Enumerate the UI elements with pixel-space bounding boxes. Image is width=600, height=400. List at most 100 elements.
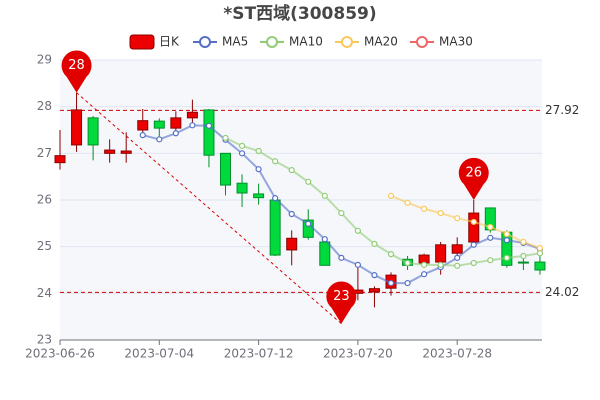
ma-point (536, 250, 544, 257)
x-tick-label: 2023-07-04 (124, 347, 194, 361)
ma-point (503, 254, 510, 261)
ma-point (503, 237, 510, 244)
ma-point (454, 262, 461, 269)
ma-point (470, 241, 477, 248)
candle-body (220, 152, 231, 186)
x-tick-label: 2023-07-28 (422, 347, 492, 361)
candle-body (71, 109, 83, 146)
marker-connector (76, 92, 342, 325)
legend-label: MA5 (222, 35, 248, 49)
reference-label: 27.92 (545, 103, 579, 117)
legend-icon (266, 36, 278, 48)
ma-point (421, 261, 428, 268)
candle-body (286, 237, 298, 251)
ma-point (520, 252, 527, 260)
ma-point (305, 178, 312, 185)
ma-point (321, 236, 328, 243)
candle-body (186, 111, 198, 119)
ma-point (387, 192, 395, 199)
x-tick-label: 2023-06-26 (25, 347, 95, 361)
marker-label: 26 (465, 166, 482, 181)
ma-point (536, 244, 544, 252)
candle-body (534, 261, 546, 271)
y-tick-label: 24 (37, 286, 52, 300)
chart-title: *ST西域(300859) (223, 3, 376, 24)
ma-point (288, 210, 295, 218)
marker-label: 23 (333, 289, 350, 304)
legend-icon (129, 34, 155, 50)
ma-point (238, 142, 246, 149)
ma-point (387, 279, 395, 287)
ma-point (437, 209, 444, 217)
candle-body (170, 117, 182, 129)
x-tick-label: 2023-07-20 (323, 347, 393, 361)
ma-point (238, 150, 246, 157)
ma-point (404, 199, 411, 206)
candle-body (319, 241, 331, 266)
candle-body (451, 244, 463, 254)
ma-point (454, 254, 461, 261)
ma-point (421, 271, 428, 278)
ma-point (205, 122, 213, 129)
y-tick-label: 23 (37, 333, 52, 347)
ma-point (371, 240, 378, 247)
ma-point (272, 195, 279, 202)
candle-body (236, 182, 248, 194)
marker-pin (326, 281, 357, 324)
candle-body (54, 155, 66, 164)
legend-label: MA10 (289, 35, 323, 49)
ma-point (487, 234, 494, 241)
candle-body (87, 117, 99, 146)
ma-point (338, 209, 345, 217)
y-tick-label: 27 (37, 146, 52, 160)
ma-point (520, 238, 527, 246)
ma-point (487, 223, 494, 231)
candle-body (153, 120, 165, 129)
y-tick-label: 29 (37, 53, 52, 67)
candle-body (137, 120, 149, 131)
ma-line (390, 194, 541, 250)
candle-body (468, 212, 480, 243)
candle-body (253, 193, 265, 199)
ma-point (272, 158, 279, 165)
ma-point (470, 259, 477, 267)
ma-point (338, 254, 345, 261)
ma-point (156, 136, 163, 143)
ma-point (354, 227, 361, 234)
legend-icon (341, 36, 353, 48)
ma-point (387, 251, 395, 258)
ma-point (404, 259, 411, 267)
candle-body (435, 244, 447, 263)
y-tick-label: 26 (37, 193, 52, 207)
ma-point (222, 134, 229, 142)
reference-label: 24.02 (545, 285, 579, 299)
legend-label: 日K (159, 35, 180, 49)
ma-point (288, 167, 295, 174)
marker-pin (61, 50, 92, 93)
candle-body (368, 288, 380, 293)
candle-body (517, 261, 529, 264)
ma-point (421, 205, 428, 212)
ma-point (305, 220, 312, 227)
marker-label: 28 (68, 58, 85, 73)
ma-point (371, 272, 378, 279)
legend-label: MA20 (364, 35, 398, 49)
ma-point (255, 147, 262, 155)
candle-body (203, 109, 215, 156)
ma-point (172, 130, 179, 137)
legend-icon (416, 36, 428, 48)
ma-point (437, 261, 444, 268)
ma-point (404, 279, 411, 287)
y-tick-label: 25 (37, 239, 52, 253)
ma-point (189, 122, 196, 129)
legend-icon (199, 36, 211, 48)
ma-point (321, 192, 328, 199)
ma-point (487, 257, 494, 264)
marker-pin (458, 157, 489, 200)
ma-point (255, 166, 262, 173)
ma-point (503, 230, 510, 238)
ma-point (139, 132, 146, 139)
candle-body (104, 149, 116, 154)
y-tick-label: 28 (37, 99, 52, 113)
